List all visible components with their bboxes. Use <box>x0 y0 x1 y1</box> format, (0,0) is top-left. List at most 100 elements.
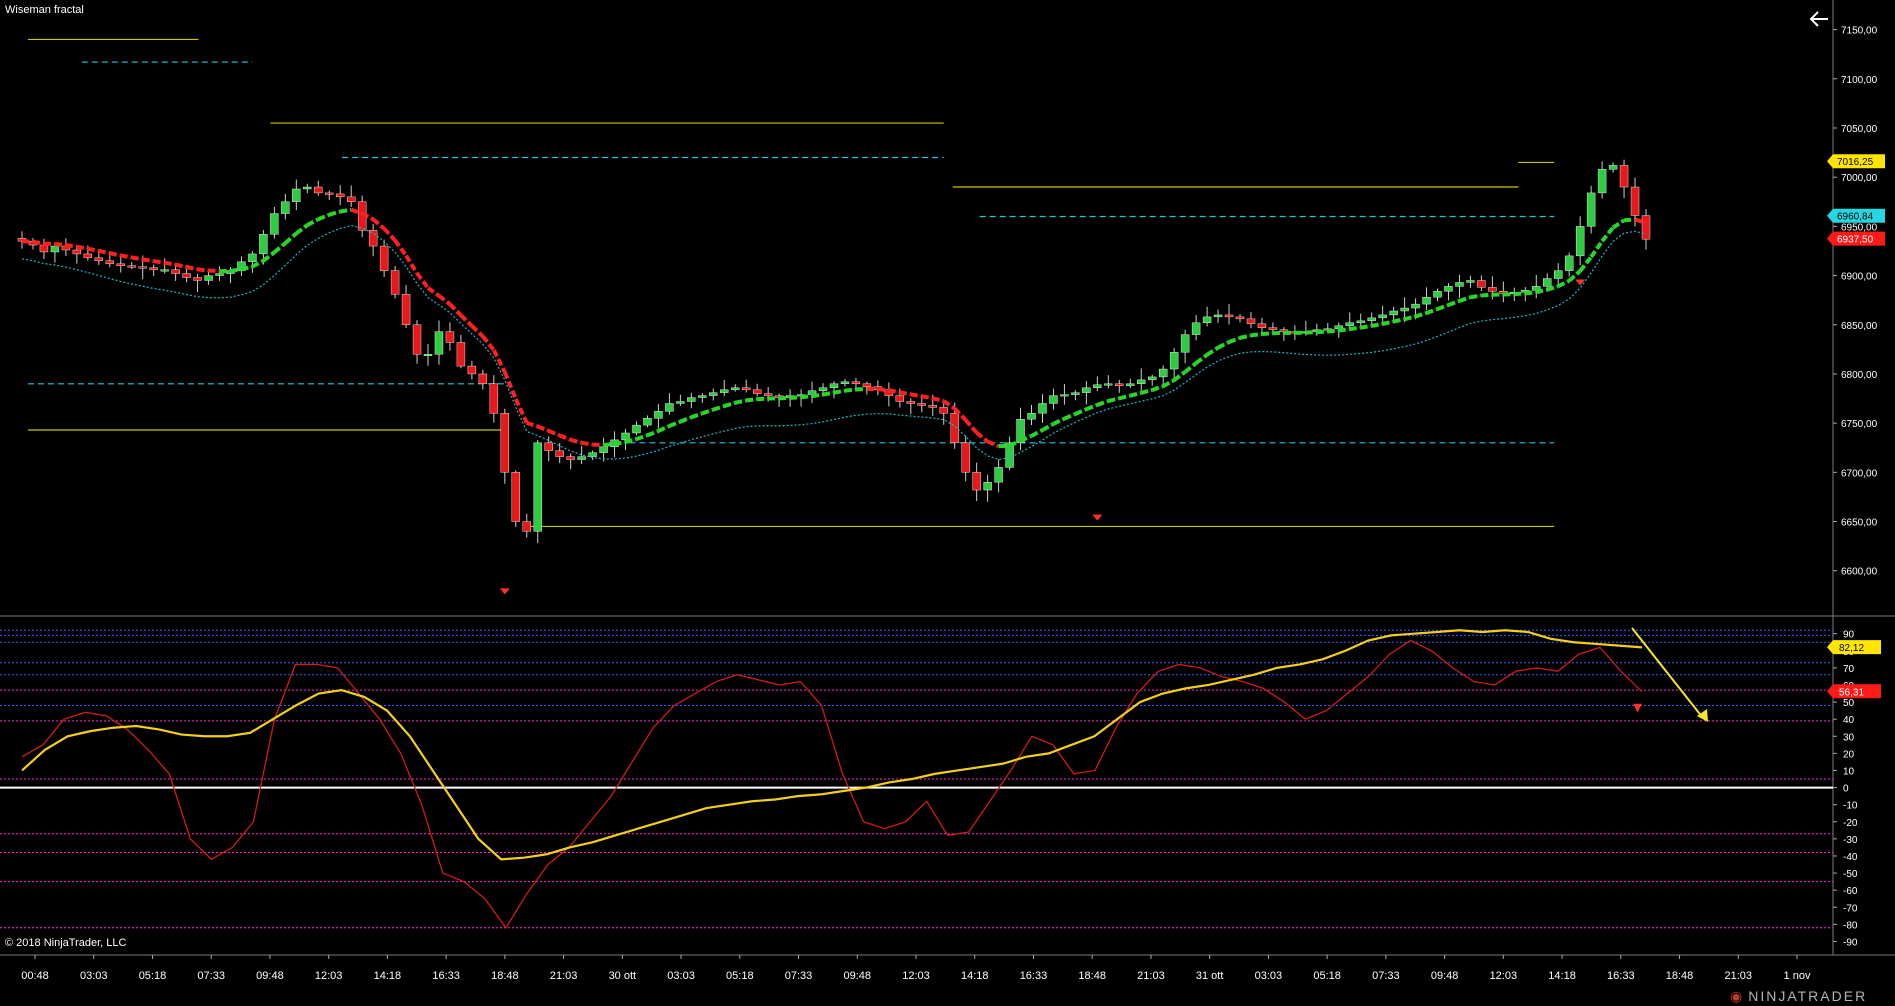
moving-average-segment <box>240 264 253 272</box>
candle-body <box>544 442 553 451</box>
chart-title: Wiseman fractal <box>5 4 84 16</box>
moving-average-segment <box>668 419 682 428</box>
candle-body <box>665 403 674 412</box>
candle-body <box>566 456 575 460</box>
moving-average-segment <box>1096 399 1109 407</box>
candle-body <box>698 395 707 398</box>
candle-body <box>599 446 608 453</box>
moving-average-segment <box>723 400 736 408</box>
time-tick-label: 18:48 <box>1666 970 1694 982</box>
moving-average-segment <box>1107 396 1120 403</box>
time-tick-label: 12:03 <box>1490 970 1518 982</box>
moving-average-segment <box>1140 388 1153 395</box>
candle-body <box>1246 318 1256 324</box>
moving-average-segment <box>1470 293 1482 300</box>
candle-body <box>939 407 948 414</box>
time-tick-label: 1 nov <box>1784 970 1811 982</box>
candle-body <box>1422 297 1431 305</box>
candle-body <box>829 383 839 388</box>
candle-body <box>1608 165 1618 170</box>
moving-average-segment <box>262 250 276 263</box>
candle-body <box>632 424 641 434</box>
osc-tick-label: -80 <box>1843 920 1858 931</box>
price-tick-label: 7150,00 <box>1841 26 1878 37</box>
candle-body <box>928 405 937 408</box>
arrow-left-icon[interactable] <box>1808 8 1830 30</box>
moving-average-segment <box>1525 290 1537 296</box>
price-marker <box>1827 154 1885 169</box>
moving-average-segment <box>910 392 923 399</box>
candle-body <box>983 481 992 491</box>
price-tick-label: 6900,00 <box>1841 272 1878 283</box>
ninjatrader-logo: ◉ NINJATRADER <box>1730 988 1868 1004</box>
moving-average-segment <box>1316 329 1328 335</box>
osc-tick-label: 90 <box>1843 630 1855 641</box>
osc-tick-label: 30 <box>1843 732 1855 743</box>
moving-average-segment <box>1172 370 1187 382</box>
candle-body <box>1104 383 1113 386</box>
osc-fast-line <box>21 639 1643 929</box>
price-tick-label: 6600,00 <box>1841 567 1878 578</box>
candle-body <box>1619 165 1629 188</box>
candle-body <box>1367 317 1376 322</box>
osc-value-marker <box>1827 640 1881 655</box>
moving-average-segment <box>437 294 452 306</box>
candle-body <box>577 456 586 460</box>
candle-body <box>1038 403 1047 414</box>
candle-body <box>1148 376 1157 381</box>
moving-average-segment <box>1404 314 1417 322</box>
moving-average-segment <box>186 265 198 272</box>
moving-average-segment <box>1458 295 1472 303</box>
moving-average-segment <box>1008 439 1022 448</box>
candle-body <box>1115 383 1124 386</box>
moving-average-segment <box>164 260 176 267</box>
moving-average-segment <box>131 255 144 262</box>
moving-average-segment <box>273 241 287 254</box>
osc-slow-line <box>21 629 1643 861</box>
moving-average-segment <box>734 398 747 405</box>
moving-average-segment <box>690 411 703 420</box>
candle-body <box>72 249 82 255</box>
osc-tick-label: -90 <box>1843 937 1858 948</box>
moving-average-segment <box>361 211 375 222</box>
candle-body <box>1126 383 1135 386</box>
moving-average-segment <box>175 262 188 269</box>
candle-body <box>379 245 389 271</box>
moving-average-segment <box>1557 278 1571 289</box>
moving-average-segment <box>109 251 122 258</box>
candle-body <box>621 432 630 441</box>
moving-average-segment <box>899 390 912 397</box>
moving-average-segment <box>877 387 890 393</box>
moving-average-segment <box>404 254 419 275</box>
osc-tick-label: -60 <box>1843 886 1858 897</box>
candle-body <box>1543 278 1552 287</box>
osc-tick-label: -70 <box>1843 903 1858 914</box>
moving-average-segment <box>208 268 220 274</box>
moving-average-segment <box>120 253 133 260</box>
candle-body <box>314 186 323 194</box>
moving-average-segment <box>1019 434 1033 443</box>
candle-body <box>709 392 718 396</box>
moving-average-segment <box>975 431 989 444</box>
candle-body <box>204 275 213 281</box>
moving-average-segment <box>1578 255 1593 273</box>
candle-body <box>303 186 312 190</box>
candle-body <box>588 452 597 457</box>
candle-body <box>840 381 850 384</box>
osc-value-label: 82,12 <box>1839 643 1864 654</box>
candle-body <box>1411 303 1420 309</box>
moving-average-segment <box>21 239 34 244</box>
moving-average-segment <box>1546 284 1559 292</box>
moving-average-segment <box>701 407 714 416</box>
moving-average-segment <box>624 437 638 444</box>
osc-value-marker <box>1827 684 1881 699</box>
osc-tick-label: -10 <box>1843 801 1858 812</box>
moving-average-segment <box>426 286 441 298</box>
moving-average-segment <box>635 433 649 441</box>
osc-signal-marker <box>1633 703 1642 713</box>
candle-body <box>906 401 916 404</box>
moving-average-segment <box>1041 422 1055 432</box>
candle-body <box>687 397 696 402</box>
candle-body <box>972 472 981 491</box>
